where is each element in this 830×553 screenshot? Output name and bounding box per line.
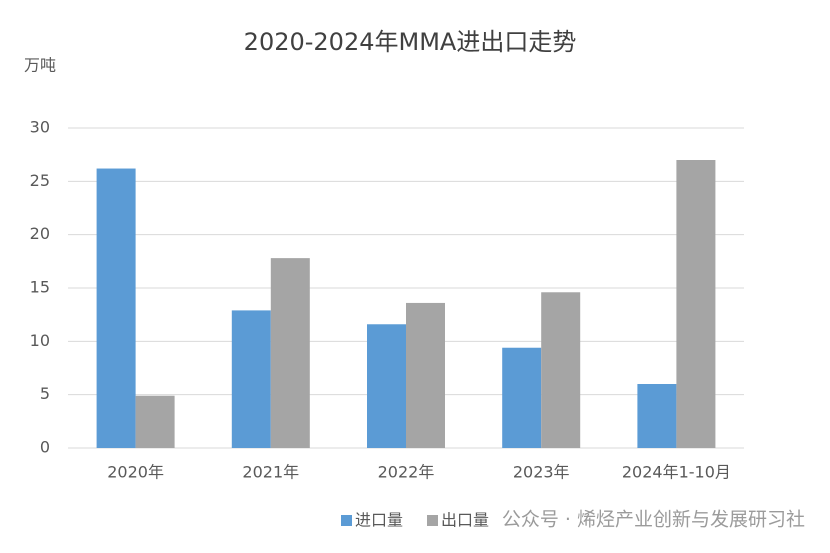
bar — [676, 160, 716, 448]
bar — [502, 347, 542, 448]
bar — [231, 310, 271, 448]
bar — [367, 324, 406, 448]
bar — [96, 168, 136, 449]
y-tick-label: 30 — [30, 118, 50, 137]
bar — [270, 258, 310, 448]
legend-label: 进口量 — [355, 511, 403, 530]
legend-swatch — [341, 515, 352, 526]
y-tick-label: 0 — [40, 438, 50, 457]
y-tick-label: 25 — [30, 171, 50, 190]
bar — [541, 292, 581, 448]
y-axis-label: 万吨 — [24, 56, 56, 75]
legend-swatch — [427, 515, 438, 526]
bar — [406, 302, 445, 448]
legend-label: 出口量 — [441, 511, 489, 530]
bar — [135, 395, 175, 448]
x-tick-label: 2020年 — [107, 463, 164, 482]
y-tick-label: 10 — [30, 331, 50, 350]
x-tick-label: 2024年1-10月 — [622, 463, 731, 482]
x-tick-label: 2021年 — [242, 463, 299, 482]
x-tick-label: 2022年 — [378, 463, 435, 482]
bar — [637, 384, 677, 448]
chart-title: 2020-2024年MMA进出口走势 — [244, 28, 577, 56]
y-tick-label: 5 — [40, 384, 50, 403]
x-tick-label: 2023年 — [513, 463, 570, 482]
y-tick-label: 15 — [30, 278, 50, 297]
watermark: 公众号 · 烯烃产业创新与发展研习社 — [502, 509, 805, 531]
y-tick-label: 20 — [30, 224, 50, 243]
